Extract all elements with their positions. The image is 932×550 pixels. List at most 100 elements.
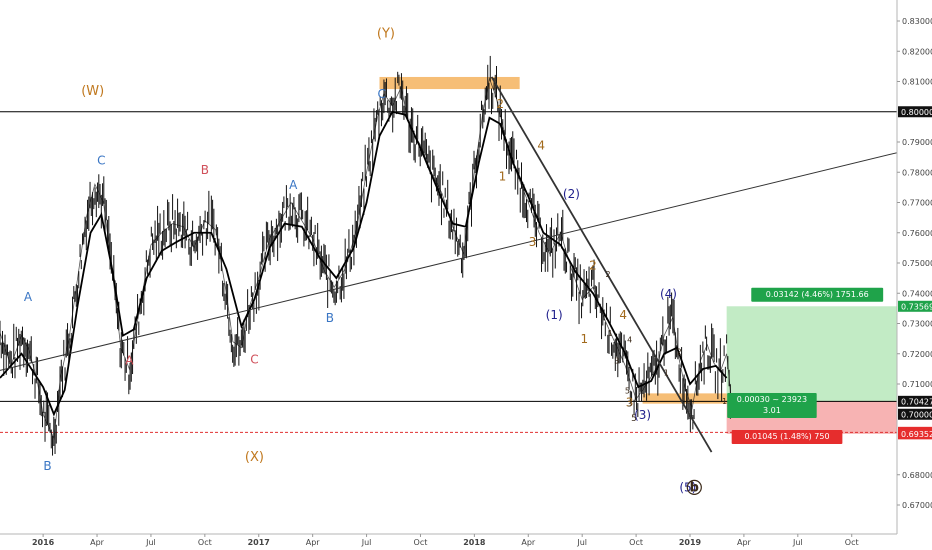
- wave-label: 3: [529, 235, 537, 249]
- x-tick-label: Apr: [306, 538, 321, 547]
- position-badge-neutral: 0.00030 ~ 23923 3.01: [727, 393, 817, 419]
- wave-label: B: [43, 459, 51, 473]
- wave-label: C: [97, 154, 105, 168]
- x-tick-label: Oct: [845, 538, 859, 547]
- position-badge-bg: [751, 287, 884, 302]
- wave-label: (3): [634, 408, 651, 422]
- wave-label: 3: [614, 356, 619, 365]
- y-tick-label: 0.71000: [902, 380, 932, 389]
- wave-label: 2: [606, 270, 611, 279]
- price-badge-label: 0.73569: [901, 302, 932, 311]
- x-tick-label: 2016: [32, 538, 55, 547]
- wave-label: (2): [563, 187, 580, 201]
- position-badge-loss: 0.01045 (1.48%) 750: [731, 429, 843, 444]
- wave-label-circle: [686, 479, 702, 495]
- x-tick-label: Jul: [361, 538, 372, 547]
- wave-label: 3: [627, 400, 632, 409]
- y-tick-label: 0.77000: [902, 199, 932, 208]
- wave-label: A: [125, 353, 134, 367]
- price-badge: 0.80000: [898, 106, 932, 118]
- y-tick-label: 0.68000: [902, 471, 932, 480]
- wave-label: (X): [245, 450, 264, 465]
- time-axis: 2016 Apr Jul Oct 2017 Apr Jul Oct 2018 Apr Jul Oct 2…: [0, 533, 932, 550]
- x-tick-label: Jul: [145, 538, 156, 547]
- y-tick-label: 0.81000: [902, 78, 932, 87]
- x-tick-label: 2017: [248, 538, 270, 547]
- wave-label: B: [201, 163, 209, 177]
- plot-layers: ABCABCABC(W)(X)(Y)2143(2)(1)2143(4)(3)(5…: [0, 27, 897, 495]
- position-badge-bg: [731, 429, 843, 444]
- wave-label: 2: [496, 97, 504, 111]
- price-badge-bg: [898, 395, 932, 407]
- position-badge-bg: [727, 393, 817, 419]
- wave-label: 1: [608, 329, 613, 338]
- wave-label: 4: [619, 308, 627, 322]
- wave-label: 3: [626, 396, 634, 410]
- wave-label: (4): [660, 287, 677, 301]
- wave-label: 2: [677, 347, 682, 356]
- price-badge-bg: [898, 300, 932, 312]
- time-axis-bg: [0, 534, 932, 550]
- trendline-1: [490, 76, 713, 453]
- y-tick-label: 0.67000: [902, 501, 932, 510]
- x-tick-label: Jul: [576, 538, 587, 547]
- y-tick-label: 0.78000: [902, 168, 932, 177]
- y-tick-label: 0.73000: [902, 320, 932, 329]
- x-tick-label: Apr: [521, 538, 536, 547]
- position-badge-profit: 0.03142 (4.46%) 1751.66: [751, 287, 884, 302]
- profit-zone: [726, 306, 897, 402]
- wave-label: 1: [499, 169, 507, 183]
- price-axis-bg: [897, 0, 932, 534]
- position-badge-text: 3.01: [763, 406, 781, 415]
- position-badge-text: 0.00030 ~ 23923: [737, 395, 807, 404]
- price-badge: 0.73569: [898, 300, 932, 312]
- wave-label: 5: [625, 386, 630, 395]
- price-badge: 0.70000: [898, 408, 932, 420]
- price-badge-label: 0.70000: [901, 410, 932, 419]
- price-bars: [0, 55, 731, 456]
- wave-label: 4: [627, 335, 632, 344]
- price-badge-bg: [898, 106, 932, 118]
- x-tick-label: Oct: [414, 538, 428, 547]
- y-tick-label: 0.74000: [902, 289, 932, 298]
- price-badge-label: 0.69352: [901, 430, 932, 439]
- y-tick-label: 0.82000: [902, 47, 932, 56]
- price-badge: 0.70427: [898, 395, 932, 407]
- supply-zone: [379, 76, 520, 90]
- wave-label: 1: [722, 397, 727, 406]
- wave-label: C: [250, 352, 258, 366]
- x-tick-label: Oct: [198, 538, 212, 547]
- price-badge-label: 0.80000: [901, 108, 932, 117]
- y-tick-label: 0.79000: [902, 138, 932, 147]
- x-tick-label: Apr: [90, 538, 105, 547]
- demand-zone: [642, 393, 747, 404]
- plot-area: ABCABCABC(W)(X)(Y)2143(2)(1)2143(4)(3)(5…: [0, 27, 897, 495]
- price-badge-bg: [898, 408, 932, 420]
- wave-label: 5: [631, 414, 637, 424]
- y-tick-label: 0.72000: [902, 350, 932, 359]
- y-tick-label: 0.76000: [902, 229, 932, 238]
- wave-label: C: [377, 87, 385, 101]
- wave-label: (1): [546, 308, 563, 322]
- wave-label: b: [690, 480, 699, 495]
- y-tick-label: 0.75000: [902, 259, 932, 268]
- position-badge-text: 0.03142 (4.46%) 1751.66: [766, 290, 869, 299]
- moving-average-line: [0, 110, 728, 417]
- price-axis: 0.83000 0.82000 0.81000 0.79000 0.78000 0.770…: [896, 0, 932, 534]
- y-tick-label: 0.83000: [902, 17, 932, 26]
- price-badge: 0.69352: [898, 428, 932, 440]
- x-tick-label: Jul: [792, 538, 803, 547]
- x-tick-label: Oct: [629, 538, 643, 547]
- wave-label: 4: [537, 139, 545, 153]
- wave-label: (W): [81, 84, 104, 99]
- wave-label: 1: [664, 369, 669, 378]
- price-badge-label: 0.70427: [901, 397, 932, 406]
- x-tick-label: 2018: [463, 538, 486, 547]
- wave-label: B: [326, 311, 334, 325]
- x-tick-label: 2019: [679, 538, 702, 547]
- wave-label: A: [289, 178, 298, 192]
- wave-label: 2: [589, 259, 597, 273]
- price-badge-bg: [898, 428, 932, 440]
